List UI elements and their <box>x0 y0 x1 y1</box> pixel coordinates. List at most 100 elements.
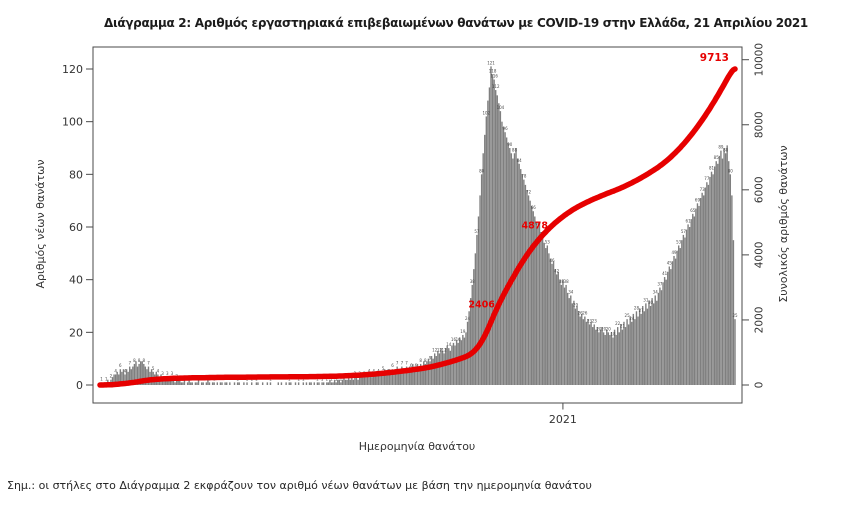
svg-text:12: 12 <box>442 347 448 352</box>
svg-text:7: 7 <box>405 361 408 366</box>
right-axis-ticks: 0 2000 4000 6000 8000 10000 <box>742 43 766 388</box>
chart-title: Διάγραμμα 2: Αριθμός εργαστηριακά επιβεβ… <box>104 16 808 30</box>
annotation-9713: 9713 <box>700 52 729 64</box>
svg-text:120: 120 <box>62 63 83 76</box>
svg-text:8: 8 <box>424 358 427 363</box>
svg-text:2000: 2000 <box>754 307 766 334</box>
svg-text:80: 80 <box>69 168 83 181</box>
svg-text:30: 30 <box>648 300 654 305</box>
svg-text:49: 49 <box>671 250 677 255</box>
svg-text:1: 1 <box>340 376 343 381</box>
svg-text:31: 31 <box>643 297 649 302</box>
svg-text:53: 53 <box>676 239 682 244</box>
svg-text:85: 85 <box>714 155 720 160</box>
svg-text:25: 25 <box>625 313 631 318</box>
svg-text:72: 72 <box>526 189 532 194</box>
svg-text:60: 60 <box>69 221 83 234</box>
svg-text:81: 81 <box>709 166 715 171</box>
svg-text:8000: 8000 <box>754 111 766 138</box>
svg-text:2: 2 <box>110 374 113 379</box>
left-axis-title: Αριθμός νέων θανάτων <box>34 160 47 289</box>
annotation-4878: 4878 <box>522 221 549 232</box>
svg-text:116: 116 <box>490 74 498 79</box>
svg-text:4: 4 <box>372 368 375 373</box>
svg-text:60: 60 <box>535 221 541 226</box>
svg-text:4: 4 <box>114 368 117 373</box>
svg-text:23: 23 <box>587 318 593 323</box>
svg-text:10000: 10000 <box>754 43 766 76</box>
svg-text:80: 80 <box>728 168 734 173</box>
svg-text:21: 21 <box>620 324 626 329</box>
svg-text:20: 20 <box>69 326 83 339</box>
svg-text:5: 5 <box>152 366 155 371</box>
svg-text:6: 6 <box>415 363 418 368</box>
svg-text:34: 34 <box>568 289 574 294</box>
svg-text:66: 66 <box>531 205 537 210</box>
svg-text:7: 7 <box>396 361 399 366</box>
svg-text:3: 3 <box>161 371 164 376</box>
svg-text:121: 121 <box>487 60 495 65</box>
svg-text:24: 24 <box>465 316 471 321</box>
svg-text:14: 14 <box>446 342 452 347</box>
svg-text:6: 6 <box>119 363 122 368</box>
svg-text:100: 100 <box>62 116 83 129</box>
svg-text:6000: 6000 <box>754 176 766 203</box>
svg-text:57: 57 <box>681 229 687 234</box>
svg-text:38: 38 <box>470 279 476 284</box>
plot-area-border <box>92 46 743 404</box>
svg-text:77: 77 <box>704 176 710 181</box>
svg-text:6: 6 <box>391 363 394 368</box>
svg-text:37: 37 <box>657 282 663 287</box>
svg-text:8: 8 <box>143 358 146 363</box>
svg-text:4: 4 <box>124 368 127 373</box>
svg-text:22: 22 <box>615 321 621 326</box>
svg-text:1: 1 <box>105 376 108 381</box>
svg-text:112: 112 <box>492 84 500 89</box>
svg-text:0: 0 <box>754 382 766 389</box>
svg-text:53: 53 <box>545 239 551 244</box>
svg-text:19: 19 <box>460 329 466 334</box>
svg-text:89: 89 <box>718 145 724 150</box>
svg-text:26: 26 <box>578 311 584 316</box>
svg-text:29: 29 <box>573 303 579 308</box>
svg-text:16: 16 <box>451 337 457 342</box>
svg-text:4000: 4000 <box>754 242 766 269</box>
svg-text:18: 18 <box>610 332 616 337</box>
svg-text:90: 90 <box>507 142 513 147</box>
svg-text:5: 5 <box>382 366 385 371</box>
daily-deaths-bars <box>100 66 736 386</box>
svg-text:0: 0 <box>76 379 83 392</box>
svg-text:45: 45 <box>667 261 673 266</box>
cumulative-annotations: 2406 4878 9713 <box>468 52 729 310</box>
svg-text:104: 104 <box>497 105 505 110</box>
svg-text:8: 8 <box>419 358 422 363</box>
svg-text:1: 1 <box>100 376 103 381</box>
svg-text:12: 12 <box>437 347 443 352</box>
svg-text:4: 4 <box>368 368 371 373</box>
svg-text:34: 34 <box>653 289 659 294</box>
svg-text:25: 25 <box>732 313 738 318</box>
svg-text:84: 84 <box>517 158 523 163</box>
svg-text:27: 27 <box>639 308 645 313</box>
svg-text:42: 42 <box>554 268 560 273</box>
svg-text:46: 46 <box>549 258 555 263</box>
svg-text:8: 8 <box>138 358 141 363</box>
svg-text:118: 118 <box>489 68 497 73</box>
svg-text:7: 7 <box>401 361 404 366</box>
svg-text:3: 3 <box>171 371 174 376</box>
svg-text:73: 73 <box>700 187 706 192</box>
svg-text:6: 6 <box>410 363 413 368</box>
svg-text:102: 102 <box>482 110 490 115</box>
x-axis-title: Ημερομηνία θανάτου <box>359 440 476 453</box>
svg-text:26: 26 <box>582 311 588 316</box>
svg-text:23: 23 <box>592 318 598 323</box>
svg-text:88: 88 <box>512 147 518 152</box>
svg-text:12: 12 <box>432 347 438 352</box>
svg-text:7: 7 <box>147 361 150 366</box>
svg-text:9: 9 <box>429 355 432 360</box>
chart-footnote: Σημ.: οι στήλες στο Διάγραμμα 2 εκφράζου… <box>7 479 592 492</box>
svg-text:88: 88 <box>723 147 729 152</box>
svg-text:3: 3 <box>166 371 169 376</box>
